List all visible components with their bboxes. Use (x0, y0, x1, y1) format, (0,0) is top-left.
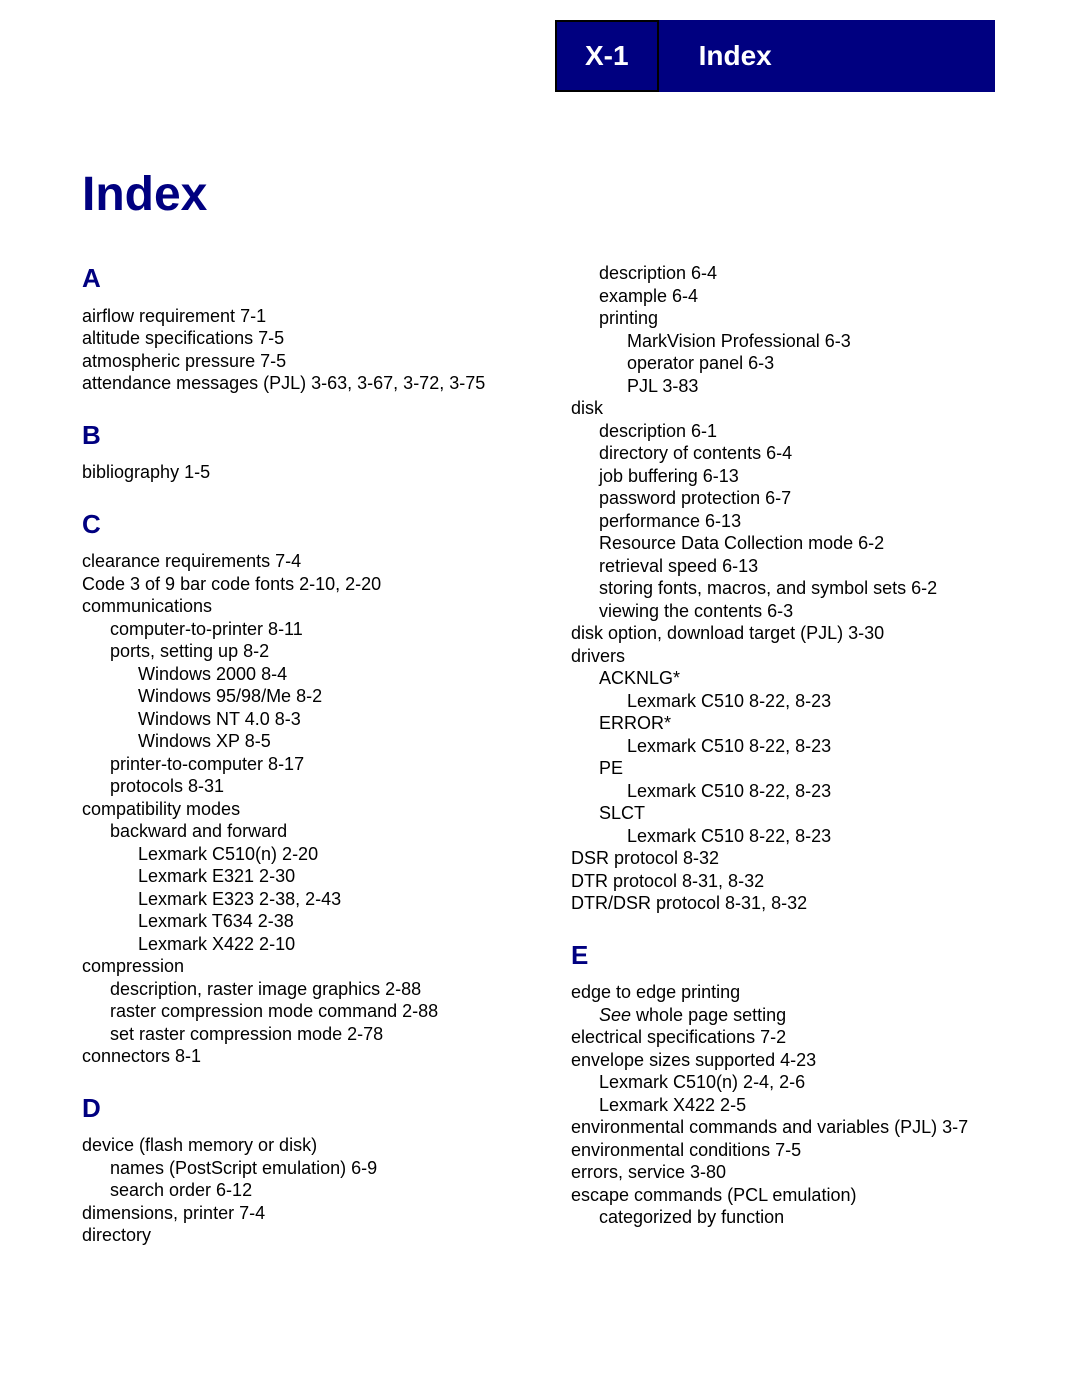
index-entry: drivers (571, 645, 1020, 668)
index-entry: Windows 2000 8-4 (82, 663, 531, 686)
index-entry: disk option, download target (PJL) 3-30 (571, 622, 1020, 645)
index-entry: compatibility modes (82, 798, 531, 821)
index-entry: search order 6-12 (82, 1179, 531, 1202)
page-title: Index (82, 167, 1080, 222)
index-column-left: A airflow requirement 7-1 altitude speci… (82, 262, 531, 1247)
index-entry: See whole page setting (571, 1004, 1020, 1027)
index-entry: DTR protocol 8-31, 8-32 (571, 870, 1020, 893)
index-entry: printing (571, 307, 1020, 330)
index-entry: operator panel 6-3 (571, 352, 1020, 375)
index-entry: bibliography 1-5 (82, 461, 531, 484)
index-entry: protocols 8-31 (82, 775, 531, 798)
letter-heading-d: D (82, 1092, 531, 1125)
header-title: Index (659, 20, 995, 92)
index-entry: Lexmark C510 8-22, 8-23 (571, 780, 1020, 803)
index-entry: computer-to-printer 8-11 (82, 618, 531, 641)
index-entry: PJL 3-83 (571, 375, 1020, 398)
index-entry: device (flash memory or disk) (82, 1134, 531, 1157)
index-entry: directory of contents 6-4 (571, 442, 1020, 465)
index-columns: A airflow requirement 7-1 altitude speci… (0, 262, 1080, 1287)
index-entry: connectors 8-1 (82, 1045, 531, 1068)
index-entry: Resource Data Collection mode 6-2 (571, 532, 1020, 555)
index-entry: password protection 6-7 (571, 487, 1020, 510)
index-entry: communications (82, 595, 531, 618)
index-entry: edge to edge printing (571, 981, 1020, 1004)
index-entry: Lexmark E323 2-38, 2-43 (82, 888, 531, 911)
index-entry: Lexmark C510 8-22, 8-23 (571, 690, 1020, 713)
index-entry: PE (571, 757, 1020, 780)
index-entry: raster compression mode command 2-88 (82, 1000, 531, 1023)
index-entry: description 6-1 (571, 420, 1020, 443)
index-entry: Lexmark X422 2-5 (571, 1094, 1020, 1117)
index-entry: MarkVision Professional 6-3 (571, 330, 1020, 353)
index-entry: printer-to-computer 8-17 (82, 753, 531, 776)
index-entry: job buffering 6-13 (571, 465, 1020, 488)
index-entry: atmospheric pressure 7-5 (82, 350, 531, 373)
index-entry: Lexmark C510 8-22, 8-23 (571, 825, 1020, 848)
letter-heading-c: C (82, 508, 531, 541)
index-entry: DSR protocol 8-32 (571, 847, 1020, 870)
index-entry: ERROR* (571, 712, 1020, 735)
index-entry: Lexmark E321 2-30 (82, 865, 531, 888)
index-entry: Lexmark C510(n) 2-4, 2-6 (571, 1071, 1020, 1094)
index-entry: retrieval speed 6-13 (571, 555, 1020, 578)
index-entry: dimensions, printer 7-4 (82, 1202, 531, 1225)
index-entry: set raster compression mode 2-78 (82, 1023, 531, 1046)
letter-heading-a: A (82, 262, 531, 295)
index-entry: escape commands (PCL emulation) (571, 1184, 1020, 1207)
letter-heading-b: B (82, 419, 531, 452)
index-entry: attendance messages (PJL) 3-63, 3-67, 3-… (82, 372, 531, 395)
index-entry: altitude specifications 7-5 (82, 327, 531, 350)
index-entry: DTR/DSR protocol 8-31, 8-32 (571, 892, 1020, 915)
index-entry: Windows NT 4.0 8-3 (82, 708, 531, 731)
index-entry: compression (82, 955, 531, 978)
index-entry: viewing the contents 6-3 (571, 600, 1020, 623)
index-entry: Code 3 of 9 bar code fonts 2-10, 2-20 (82, 573, 531, 596)
index-entry: environmental commands and variables (PJ… (571, 1116, 1020, 1139)
index-entry: storing fonts, macros, and symbol sets 6… (571, 577, 1020, 600)
index-entry: clearance requirements 7-4 (82, 550, 531, 573)
index-entry: Lexmark T634 2-38 (82, 910, 531, 933)
index-entry: airflow requirement 7-1 (82, 305, 531, 328)
index-entry: description 6-4 (571, 262, 1020, 285)
index-entry: errors, service 3-80 (571, 1161, 1020, 1184)
index-entry: ACKNLG* (571, 667, 1020, 690)
index-entry: ports, setting up 8-2 (82, 640, 531, 663)
index-entry: Lexmark X422 2-10 (82, 933, 531, 956)
letter-heading-e: E (571, 939, 1020, 972)
index-entry: example 6-4 (571, 285, 1020, 308)
index-entry: environmental conditions 7-5 (571, 1139, 1020, 1162)
index-entry: electrical specifications 7-2 (571, 1026, 1020, 1049)
index-entry: SLCT (571, 802, 1020, 825)
index-entry: Lexmark C510 8-22, 8-23 (571, 735, 1020, 758)
index-column-right: description 6-4 example 6-4 printing Mar… (571, 262, 1020, 1247)
page-header: X-1 Index (555, 20, 995, 92)
index-entry: backward and forward (82, 820, 531, 843)
see-target: whole page setting (631, 1005, 786, 1025)
index-entry: directory (82, 1224, 531, 1247)
header-page-number: X-1 (555, 20, 659, 92)
index-entry: performance 6-13 (571, 510, 1020, 533)
see-reference: See (599, 1005, 631, 1025)
index-entry: names (PostScript emulation) 6-9 (82, 1157, 531, 1180)
index-entry: Windows 95/98/Me 8-2 (82, 685, 531, 708)
index-entry: disk (571, 397, 1020, 420)
index-entry: Lexmark C510(n) 2-20 (82, 843, 531, 866)
index-entry: categorized by function (571, 1206, 1020, 1229)
index-entry: description, raster image graphics 2-88 (82, 978, 531, 1001)
index-entry: envelope sizes supported 4-23 (571, 1049, 1020, 1072)
index-entry: Windows XP 8-5 (82, 730, 531, 753)
